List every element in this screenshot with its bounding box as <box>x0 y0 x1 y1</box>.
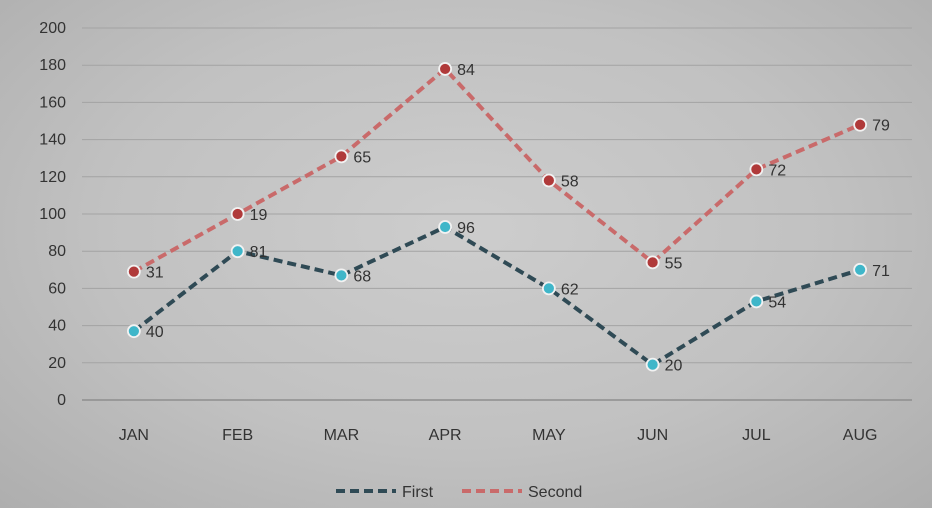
legend-label: Second <box>528 484 582 501</box>
data-label: 72 <box>768 162 786 179</box>
data-label: 71 <box>872 263 890 280</box>
series-first: 40 81 68 96 62 20 54 71 <box>126 220 890 375</box>
legend-item-first: First <box>336 484 434 501</box>
data-point <box>126 264 141 279</box>
y-tick-label: 0 <box>57 392 66 409</box>
data-label: 55 <box>665 255 683 272</box>
x-tick-label: APR <box>429 427 462 444</box>
x-tick-label: MAR <box>324 427 360 444</box>
y-tick-label: 100 <box>39 206 66 223</box>
data-label: 96 <box>457 220 475 237</box>
data-point <box>541 281 556 296</box>
data-point <box>230 244 245 259</box>
data-label: 19 <box>250 207 268 224</box>
y-tick-label: 20 <box>48 355 66 372</box>
y-tick-label: 180 <box>39 57 66 74</box>
data-label: 40 <box>146 324 164 341</box>
x-tick-label: JAN <box>119 427 149 444</box>
data-label: 65 <box>353 149 371 166</box>
data-label: 58 <box>561 174 579 191</box>
legend-item-second: Second <box>462 484 582 501</box>
data-point <box>438 62 453 76</box>
y-axis: 0 20 40 60 80 100 120 140 160 180 200 <box>39 20 66 409</box>
y-tick-label: 160 <box>39 94 66 111</box>
data-label: 68 <box>353 268 371 285</box>
data-point <box>749 294 764 309</box>
data-label: 62 <box>561 281 579 298</box>
x-tick-label: AUG <box>843 427 878 444</box>
x-tick-label: JUN <box>637 427 668 444</box>
data-point <box>126 324 141 339</box>
x-tick-label: MAY <box>532 427 566 444</box>
data-point <box>853 117 868 132</box>
data-label: 54 <box>768 294 786 311</box>
y-tick-label: 60 <box>48 280 66 297</box>
y-tick-label: 120 <box>39 169 66 186</box>
y-tick-label: 140 <box>39 132 66 149</box>
data-point <box>541 173 556 188</box>
x-axis: JAN FEB MAR APR MAY JUN JUL AUG <box>119 427 878 444</box>
data-point <box>334 268 349 283</box>
data-point <box>230 207 245 221</box>
series-second: 31 19 65 84 58 55 72 79 <box>126 62 890 282</box>
y-tick-label: 200 <box>39 20 66 37</box>
data-point <box>645 357 660 372</box>
data-label: 31 <box>146 265 164 282</box>
data-point <box>334 149 349 164</box>
data-label: 81 <box>250 244 268 261</box>
y-tick-label: 80 <box>48 243 66 260</box>
y-tick-label: 40 <box>48 318 66 335</box>
data-label: 79 <box>872 118 890 135</box>
series-line <box>132 225 861 367</box>
data-label: 20 <box>665 358 683 375</box>
series-lines: 40 81 68 96 62 20 54 71 31 19 65 84 58 55 72 79 <box>126 62 890 375</box>
legend-label: First <box>402 484 434 501</box>
data-label: 84 <box>457 62 475 79</box>
grid-lines <box>82 27 912 401</box>
data-point <box>438 220 453 234</box>
legend: First Second <box>336 484 582 501</box>
x-tick-label: JUL <box>742 427 771 444</box>
series-line <box>132 66 861 274</box>
x-tick-label: FEB <box>222 427 253 444</box>
data-point <box>749 162 764 177</box>
data-point <box>853 262 868 277</box>
data-point <box>645 255 660 270</box>
